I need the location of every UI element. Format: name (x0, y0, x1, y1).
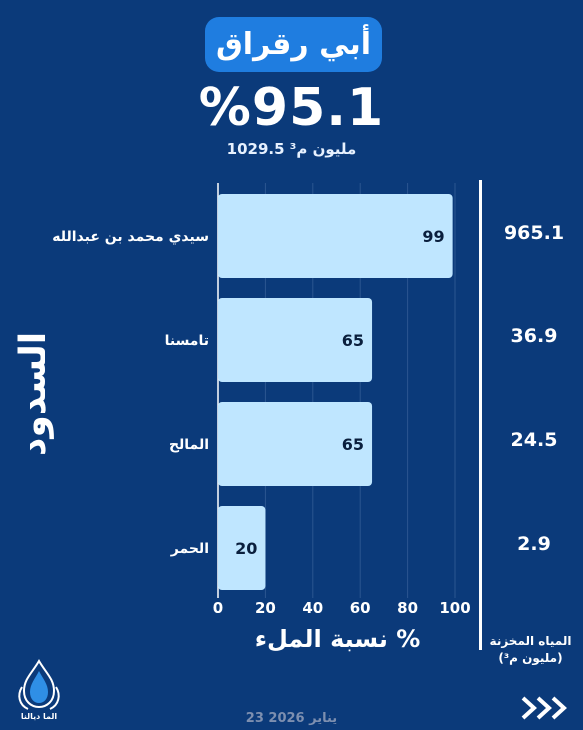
stored-volume-value: 36.9 (510, 325, 558, 347)
stored-water-title-line1: المياه المخزنة (489, 634, 572, 648)
bar (218, 506, 266, 590)
category-label: الحمر (170, 541, 209, 557)
category-label: المالح (169, 437, 209, 453)
logo-text: الما ديالنا (21, 712, 58, 721)
x-tick-label: 20 (255, 599, 276, 617)
stored-volume: 1029.5 مليون م³ (226, 140, 357, 158)
bar (218, 402, 373, 486)
x-tick-label: 0 (213, 599, 223, 617)
bar-value-label: 65 (342, 331, 364, 350)
column-divider (479, 180, 482, 650)
x-axis-title: نسبة الملء % (254, 625, 421, 653)
fill-rate: %95.1 (198, 78, 385, 138)
dam-name-badge: أبي رقراق (205, 17, 382, 72)
x-tick-label: 40 (302, 599, 323, 617)
category-label: سيدي محمد بن عبدالله (52, 229, 209, 246)
stored-volume-value: 2.9 (517, 533, 551, 555)
stored-water-column-title: المياه المخزنة (مليون م³) (478, 633, 583, 667)
bar-value-label: 20 (235, 539, 257, 558)
stored-water-title-line2: (مليون م³) (498, 651, 563, 665)
category-label: تامسنا (165, 333, 209, 349)
bar-value-label: 99 (422, 227, 444, 246)
dam-name: أبي رقراق (215, 27, 372, 62)
publication-date: 23 يناير 2026 (245, 711, 338, 726)
bar (218, 194, 453, 278)
double-chevron-right-icon[interactable] (520, 695, 572, 721)
x-tick-label: 60 (350, 599, 371, 617)
stored-volume-value: 24.5 (510, 429, 558, 451)
bar (218, 298, 373, 382)
x-tick-label: 80 (397, 599, 418, 617)
bar-value-label: 65 (342, 435, 364, 454)
stored-volume-value: 965.1 (503, 222, 565, 244)
water-drop-logo-icon: الما ديالنا (18, 659, 60, 721)
x-tick-label: 100 (439, 599, 470, 617)
